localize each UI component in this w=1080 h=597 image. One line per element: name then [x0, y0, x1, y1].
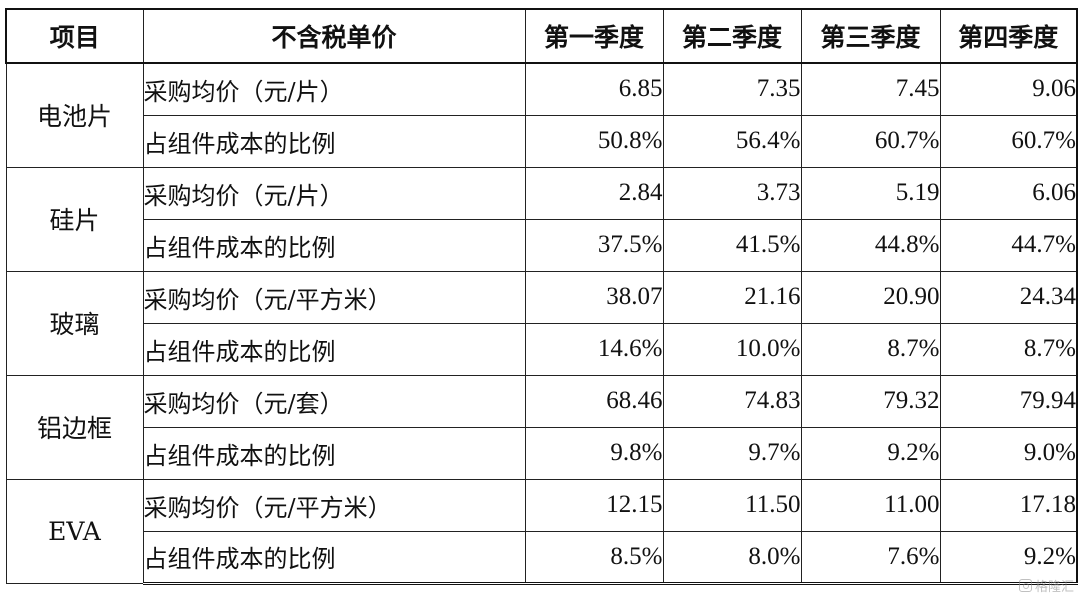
- header-q4: 第四季度: [939, 8, 1078, 64]
- header-unit-price: 不含税单价: [142, 8, 526, 64]
- gelonghui-logo-icon: [1018, 579, 1032, 592]
- table-row: 占组件成本的比例 9.8% 9.7% 9.2% 9.0%: [6, 426, 1078, 480]
- value-cell-q2: 7.35: [662, 62, 802, 116]
- value-cell-q3: 60.7%: [800, 114, 941, 168]
- table-row: 硅片 采购均价（元/片） 2.84 3.73 5.19 6.06: [5, 166, 1078, 272]
- header-item: 项目: [5, 8, 144, 64]
- table-row: EVA 采购均价（元/平方米） 12.15 11.50 11.00 17.18: [5, 478, 1078, 584]
- header-q2: 第二季度: [662, 8, 802, 64]
- table-row: 铝边框 采购均价（元/套） 68.46 74.83 79.32 79.94: [5, 374, 1078, 480]
- value-cell-q1: 50.8%: [524, 114, 664, 168]
- table-row: 占组件成本的比例 50.8% 56.4% 60.7% 60.7%: [6, 114, 1078, 168]
- table-row: 玻璃 采购均价（元/平方米） 38.07 21.16 20.90 24.34: [5, 270, 1078, 376]
- value-cell-q2: 41.5%: [662, 218, 802, 272]
- metric-cell: 占组件成本的比例: [142, 218, 526, 272]
- group-name-cell: 硅片: [5, 166, 144, 272]
- header-row: 项目 不含税单价 第一季度 第二季度 第三季度 第四季度: [5, 8, 1078, 64]
- group-name-cell: 铝边框: [5, 374, 144, 480]
- value-cell-q4: 60.7%: [939, 114, 1078, 168]
- value-cell-q4: 9.2%: [939, 530, 1078, 585]
- table-row: 占组件成本的比例 14.6% 10.0% 8.7% 8.7%: [6, 322, 1078, 376]
- value-cell-q3: 20.90: [800, 270, 941, 324]
- header-q3: 第三季度: [800, 8, 941, 64]
- metric-cell: 采购均价（元/片）: [142, 62, 526, 116]
- value-cell-q1: 14.6%: [524, 322, 664, 376]
- value-cell-q3: 7.6%: [800, 530, 941, 585]
- value-cell-q1: 12.15: [524, 478, 664, 532]
- table-row: 占组件成本的比例 8.5% 8.0% 7.6% 9.2%: [6, 530, 1078, 585]
- metric-cell: 占组件成本的比例: [142, 114, 526, 168]
- value-cell-q1: 38.07: [524, 270, 664, 324]
- value-cell-q3: 5.19: [800, 166, 941, 220]
- metric-cell: 采购均价（元/套）: [142, 374, 526, 428]
- watermark-text: 格隆汇: [1034, 580, 1074, 595]
- value-cell-q3: 44.8%: [800, 218, 941, 272]
- value-cell-q1: 8.5%: [524, 530, 664, 585]
- value-cell-q1: 68.46: [524, 374, 664, 428]
- metric-cell: 采购均价（元/片）: [142, 166, 526, 220]
- value-cell-q4: 6.06: [939, 166, 1078, 220]
- value-cell-q3: 11.00: [800, 478, 941, 532]
- value-cell-q2: 74.83: [662, 374, 802, 428]
- value-cell-q4: 79.94: [939, 374, 1078, 428]
- value-cell-q3: 8.7%: [800, 322, 941, 376]
- value-cell-q3: 7.45: [800, 62, 941, 116]
- table-body: 电池片 采购均价（元/片） 6.85 7.35 7.45 9.06 占组件成本的比例 50.8…: [5, 62, 1078, 585]
- value-cell-q2: 8.0%: [662, 530, 802, 585]
- table-row: 占组件成本的比例 37.5% 41.5% 44.8% 44.7%: [6, 218, 1078, 272]
- table-header: 项目 不含税单价 第一季度 第二季度 第三季度 第四季度: [5, 8, 1078, 64]
- metric-cell: 占组件成本的比例: [142, 426, 526, 480]
- value-cell-q4: 9.06: [939, 62, 1078, 116]
- value-cell-q2: 21.16: [662, 270, 802, 324]
- metric-cell: 占组件成本的比例: [142, 322, 526, 376]
- value-cell-q1: 9.8%: [524, 426, 664, 480]
- value-cell-q1: 6.85: [524, 62, 664, 116]
- value-cell-q2: 56.4%: [662, 114, 802, 168]
- header-q1: 第一季度: [524, 8, 664, 64]
- value-cell-q1: 37.5%: [524, 218, 664, 272]
- group-name-cell: 玻璃: [5, 270, 144, 376]
- table-row: 电池片 采购均价（元/片） 6.85 7.35 7.45 9.06: [5, 62, 1078, 168]
- price-table: 项目 不含税单价 第一季度 第二季度 第三季度 第四季度 电池片 采购均价（元/片…: [5, 8, 1078, 585]
- value-cell-q3: 9.2%: [800, 426, 941, 480]
- value-cell-q4: 8.7%: [939, 322, 1078, 376]
- value-cell-q4: 24.34: [939, 270, 1078, 324]
- value-cell-q2: 10.0%: [662, 322, 802, 376]
- group-name-cell: EVA: [5, 478, 144, 584]
- value-cell-q2: 9.7%: [662, 426, 802, 480]
- value-cell-q4: 9.0%: [939, 426, 1078, 480]
- metric-cell: 采购均价（元/平方米）: [142, 270, 526, 324]
- value-cell-q2: 3.73: [662, 166, 802, 220]
- value-cell-q3: 79.32: [800, 374, 941, 428]
- watermark: 格隆汇: [1018, 576, 1074, 595]
- value-cell-q1: 2.84: [524, 166, 664, 220]
- value-cell-q4: 44.7%: [939, 218, 1078, 272]
- group-name-cell: 电池片: [5, 62, 144, 168]
- value-cell-q2: 11.50: [662, 478, 802, 532]
- metric-cell: 占组件成本的比例: [142, 530, 526, 585]
- metric-cell: 采购均价（元/平方米）: [142, 478, 526, 532]
- value-cell-q4: 17.18: [939, 478, 1078, 532]
